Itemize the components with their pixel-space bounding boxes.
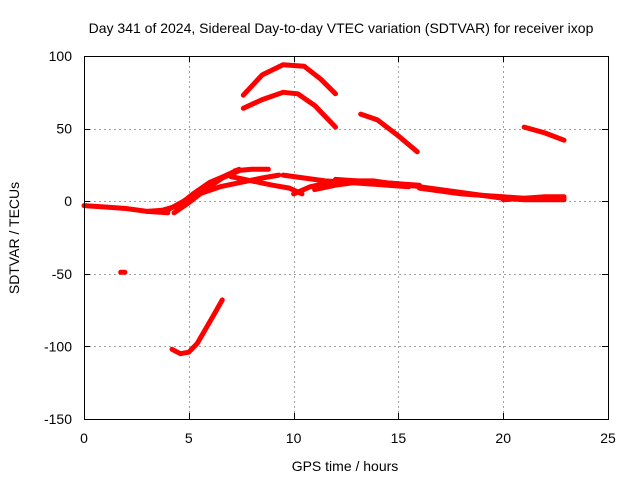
y-tick-label: -100 [44, 338, 72, 354]
chart-title: Day 341 of 2024, Sidereal Day-to-day VTE… [89, 20, 594, 36]
data-series-arc-7 [232, 166, 271, 174]
y-tick-label: 0 [64, 193, 72, 209]
y-tick-label: 50 [56, 121, 72, 137]
x-tick-label: 10 [286, 430, 302, 446]
axis-ticks: 0 5 10 15 20 25 -150 -100 -50 0 50 100 [44, 48, 616, 446]
y-tick-label: -50 [52, 266, 72, 282]
data-series-arc-13 [500, 194, 567, 203]
data-series-arc-14 [240, 62, 338, 98]
data-series-arc-15 [240, 89, 338, 130]
data-series-arc-16 [358, 111, 420, 155]
x-tick-label: 25 [600, 430, 616, 446]
x-axis-label: GPS time / hours [292, 458, 399, 474]
data-series-arc-18 [169, 297, 225, 357]
data-series-arc-5 [196, 172, 282, 197]
y-tick-label: 100 [49, 48, 73, 64]
x-tick-label: 15 [391, 430, 407, 446]
y-tick-label: -150 [44, 411, 72, 427]
data-series-arc-17 [521, 124, 567, 143]
data-series-arc-6 [228, 174, 305, 197]
plot-frame [84, 56, 609, 420]
x-tick-label: 20 [495, 430, 511, 446]
plot-series [81, 62, 567, 357]
y-axis-label: SDTVAR / TECUs [6, 182, 22, 294]
grid [84, 56, 608, 419]
x-tick-label: 5 [185, 430, 193, 446]
x-tick-label: 0 [80, 430, 88, 446]
